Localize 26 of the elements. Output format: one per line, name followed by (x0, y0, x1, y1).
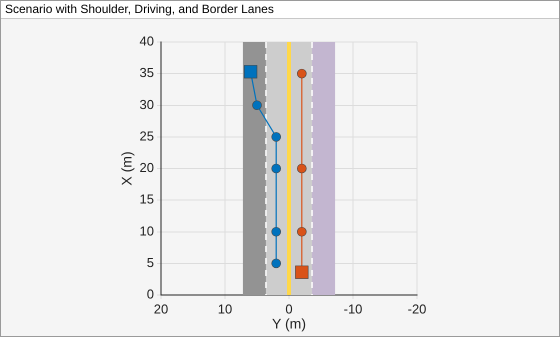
x-axis-title: Y (m) (272, 315, 306, 332)
y-tick-label: 35 (140, 65, 154, 80)
x-tick-label: 10 (218, 301, 232, 316)
y-axis-title: X (m) (118, 151, 134, 186)
y-tick-label: 10 (140, 223, 154, 238)
y-tick-label: 15 (140, 192, 154, 207)
y-tick-label: 5 (146, 254, 154, 270)
point (244, 65, 258, 78)
point (271, 132, 281, 142)
y-tick-label: 40 (140, 34, 154, 49)
x-tick-label: -10 (344, 301, 362, 316)
point (271, 258, 281, 268)
point (297, 164, 307, 174)
point (297, 68, 307, 78)
y-tick-label: 25 (140, 128, 154, 144)
point (295, 266, 308, 279)
chart-title: Scenario with Shoulder, Driving, and Border Lanes (1, 1, 559, 19)
y-tick-label: 30 (140, 96, 154, 112)
y-tick-label: 0 (146, 286, 154, 302)
point (271, 164, 281, 174)
y-tick-label: 20 (140, 160, 154, 176)
point (297, 226, 307, 237)
point (252, 100, 262, 110)
point (271, 226, 281, 237)
x-tick-label: -20 (408, 301, 426, 316)
x-tick-label: 0 (285, 301, 293, 316)
